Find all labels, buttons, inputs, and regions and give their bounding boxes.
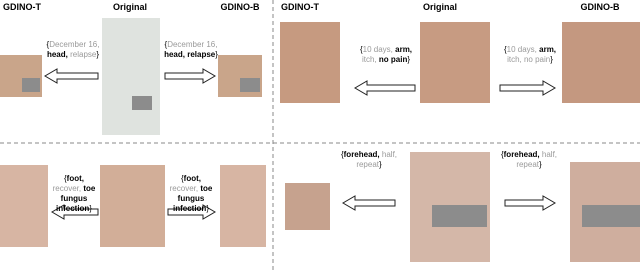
column-header: GDINO-T xyxy=(281,2,319,12)
query-token: head, xyxy=(164,50,185,59)
query-token: relapse xyxy=(187,50,216,59)
query-token: } xyxy=(539,160,542,169)
query-token: 10 days, xyxy=(362,45,393,54)
mask xyxy=(432,205,487,227)
query-token: } xyxy=(96,50,100,59)
photo xyxy=(220,165,266,247)
query-token: forehead, xyxy=(503,150,540,159)
query-token: { xyxy=(340,150,344,159)
query-token: relapse xyxy=(70,50,97,59)
query-token: { xyxy=(164,40,168,49)
query-token: head, xyxy=(46,50,68,59)
query-label: {foot, recover, toe fungus infection} xyxy=(166,174,216,214)
query-token: forehead, xyxy=(343,150,380,159)
query-token: } xyxy=(206,204,209,213)
query-label: {December 16, head, relapse} xyxy=(163,40,219,60)
query-token: 10 days, xyxy=(506,45,537,54)
query-token: foot, xyxy=(66,174,84,183)
query-token: toe fungus infection xyxy=(55,184,96,213)
query-token: no pain xyxy=(523,55,551,64)
column-header: Original xyxy=(112,2,148,12)
query-token: arm, xyxy=(395,45,413,54)
column-header: GDINO-T xyxy=(3,2,41,12)
query-token: December 16, xyxy=(167,40,218,49)
query-token: { xyxy=(46,40,50,49)
query-token: arm, xyxy=(539,45,557,54)
photo xyxy=(102,18,160,135)
query-token: repeat xyxy=(356,160,379,169)
photo xyxy=(100,165,165,247)
query-token: no pain xyxy=(378,55,408,64)
arrow xyxy=(167,204,216,220)
arrow xyxy=(504,195,556,211)
photo xyxy=(562,22,640,103)
arrow xyxy=(51,204,99,220)
query-token: toe fungus infection xyxy=(172,184,213,213)
query-label: {10 days, arm, itch, no pain} xyxy=(352,45,420,65)
photo xyxy=(285,183,330,230)
query-token: } xyxy=(407,55,411,64)
photo xyxy=(280,22,340,103)
photo xyxy=(420,22,490,103)
query-token: { xyxy=(64,174,67,183)
query-token: recover, xyxy=(52,184,82,193)
query-token: { xyxy=(500,150,504,159)
column-header: Original xyxy=(422,2,458,12)
mask xyxy=(240,78,260,92)
arrow xyxy=(342,195,396,211)
column-header: GDINO-B xyxy=(580,2,620,12)
query-token: } xyxy=(215,50,218,59)
query-token: recover, xyxy=(169,184,199,193)
query-label: {foot, recover, toe fungus infection} xyxy=(50,174,98,214)
query-token: { xyxy=(181,174,184,183)
arrow xyxy=(499,80,556,96)
query-label: {December 16, head, relapse} xyxy=(45,40,101,60)
query-label: {10 days, arm, itch, no pain} xyxy=(498,45,562,65)
query-token: repeat xyxy=(516,160,539,169)
query-token: } xyxy=(89,204,92,213)
photo xyxy=(0,165,48,247)
query-token: { xyxy=(359,45,363,54)
query-token: { xyxy=(503,45,507,54)
column-header: GDINO-B xyxy=(220,2,260,12)
query-label: {forehead, half, repeat} xyxy=(500,150,558,170)
query-token: foot, xyxy=(183,174,201,183)
query-token: half, xyxy=(381,150,398,159)
mask xyxy=(582,205,640,227)
query-token: } xyxy=(550,55,553,64)
mask xyxy=(22,78,40,92)
query-token: half, xyxy=(541,150,558,159)
query-token: itch, xyxy=(361,55,377,64)
query-token: itch, xyxy=(507,55,522,64)
query-label: {forehead, half, repeat} xyxy=(340,150,398,170)
query-token: December 16, xyxy=(49,40,100,49)
arrow xyxy=(44,68,99,84)
mask xyxy=(132,96,152,110)
arrow xyxy=(354,80,416,96)
arrow xyxy=(164,68,216,84)
query-token: } xyxy=(379,160,382,169)
